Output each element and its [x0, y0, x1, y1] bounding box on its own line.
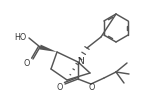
Text: HO: HO: [14, 32, 26, 41]
Text: O: O: [57, 84, 63, 92]
Polygon shape: [39, 45, 57, 52]
Text: O: O: [24, 58, 30, 67]
Text: O: O: [89, 84, 95, 92]
Text: N: N: [77, 56, 83, 66]
